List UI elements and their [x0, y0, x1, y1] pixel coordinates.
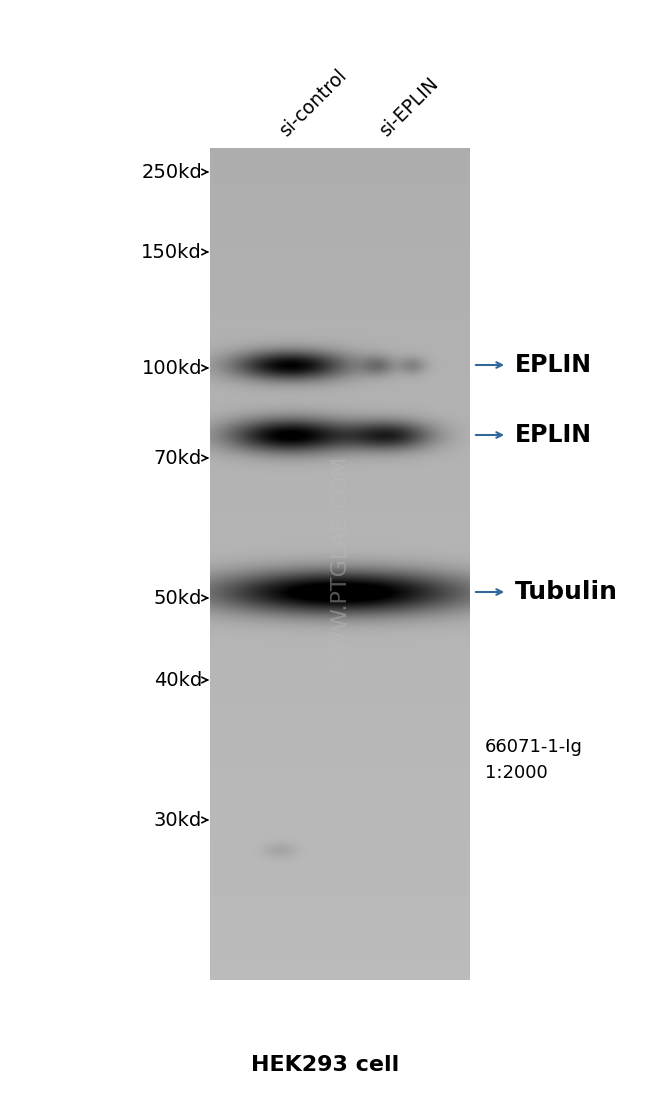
Text: si-EPLIN: si-EPLIN — [376, 74, 443, 140]
Text: 30kd: 30kd — [154, 810, 202, 829]
Text: WWW.PTGLAB.COM: WWW.PTGLAB.COM — [330, 455, 350, 672]
Text: 66071-1-Ig
1:2000: 66071-1-Ig 1:2000 — [485, 737, 583, 783]
Text: EPLIN: EPLIN — [515, 353, 592, 376]
Text: Tubulin: Tubulin — [515, 580, 618, 604]
Text: HEK293 cell: HEK293 cell — [251, 1055, 399, 1075]
Text: 70kd: 70kd — [154, 448, 202, 467]
Text: 100kd: 100kd — [142, 359, 202, 378]
Text: 150kd: 150kd — [141, 243, 202, 262]
Text: 50kd: 50kd — [153, 588, 202, 607]
Text: EPLIN: EPLIN — [515, 423, 592, 447]
Text: 40kd: 40kd — [154, 670, 202, 690]
Text: si-control: si-control — [276, 65, 351, 140]
Text: 250kd: 250kd — [141, 162, 202, 181]
